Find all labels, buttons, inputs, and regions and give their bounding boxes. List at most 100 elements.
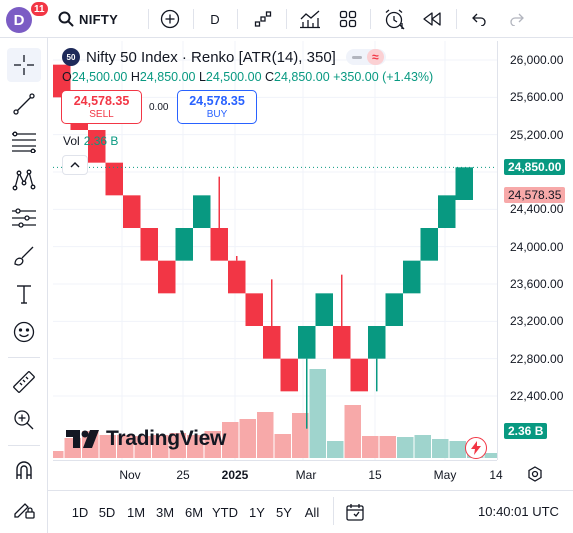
legend-status-pill[interactable]: ≈: [345, 49, 386, 65]
symbol-search-button[interactable]: NIFTY: [58, 5, 128, 33]
open-label: O: [62, 70, 72, 84]
range-button-5d[interactable]: 5D: [98, 504, 116, 520]
open-value: 24,500.00: [71, 70, 128, 84]
zoom-tool[interactable]: [7, 403, 41, 437]
range-button-6m[interactable]: 6M: [184, 504, 204, 520]
renko-brick: [140, 228, 158, 261]
range-button-3m[interactable]: 3M: [155, 504, 175, 520]
go-to-date-button[interactable]: [342, 499, 368, 525]
sell-button[interactable]: 24,578.35 SELL: [61, 90, 142, 124]
symbol-logo-text: 50: [66, 52, 76, 62]
time-tick: 14: [489, 468, 503, 482]
user-avatar[interactable]: D: [6, 7, 32, 33]
price-tick: 22,400.00: [510, 389, 564, 403]
sliders-icon: [12, 208, 36, 228]
lock-drawings-tool[interactable]: [7, 492, 41, 526]
gear-icon: [528, 466, 542, 482]
renko-brick: [403, 260, 421, 294]
compare-symbol-button[interactable]: [156, 5, 184, 33]
undo-icon: [472, 13, 486, 26]
renko-brick: [298, 326, 316, 359]
renko-brick: [210, 228, 228, 261]
chart-settings-button[interactable]: [520, 462, 550, 486]
renko-brick: [350, 358, 368, 392]
renko-brick: [263, 326, 281, 359]
volume-bar: [397, 437, 414, 458]
buy-button[interactable]: 24,578.35 BUY: [177, 90, 257, 124]
volume-legend[interactable]: Vol 2.36 B: [63, 134, 118, 148]
chevron-up-icon: [70, 162, 80, 168]
time-axis[interactable]: Nov 25 2025 Mar 15 May 14: [53, 460, 503, 486]
volume-bar: [344, 405, 361, 458]
chart-legend: 50 Nifty 50 Index · Renko [ATR(14), 350]…: [62, 47, 502, 67]
volume-bar: [449, 441, 466, 458]
replay-button[interactable]: [418, 5, 446, 33]
chart-type-button[interactable]: [250, 5, 276, 33]
time-tick: Nov: [119, 468, 141, 482]
time-tick: 2025: [221, 468, 249, 482]
trend-line-tool[interactable]: [7, 87, 41, 121]
magnet-tool[interactable]: [7, 453, 41, 487]
forecast-tool[interactable]: [7, 201, 41, 235]
bid-price-tag: 24,578.35: [504, 186, 566, 203]
drawing-toolbar: [0, 38, 48, 533]
price-tick: 26,000.00: [510, 53, 564, 67]
range-button-5y[interactable]: 5Y: [276, 504, 292, 520]
notification-count: 11: [34, 3, 45, 15]
range-button-ytd[interactable]: YTD: [212, 504, 238, 520]
fib-tool[interactable]: [7, 125, 41, 159]
volume-bar: [169, 433, 186, 458]
text-tool[interactable]: [7, 277, 41, 311]
grid-icon: [339, 10, 357, 28]
minus-icon: [351, 56, 362, 59]
flash-button[interactable]: [465, 437, 487, 459]
undo-button[interactable]: [466, 5, 492, 33]
toolbar-divider: [456, 9, 457, 29]
price-axis[interactable]: 26,000.00 25,600.00 25,200.00 24,400.00 24,0…: [497, 41, 573, 460]
chart-pane[interactable]: [53, 41, 497, 460]
interval-button[interactable]: D: [203, 5, 227, 33]
renko-chart: [53, 41, 497, 460]
alert-button[interactable]: [380, 5, 408, 33]
emoji-tool[interactable]: [7, 315, 41, 349]
crosshair-tool[interactable]: [7, 48, 41, 82]
range-button-all[interactable]: All: [304, 504, 320, 520]
buy-label: BUY: [206, 109, 228, 120]
collapse-legend-button[interactable]: [62, 155, 88, 175]
top-toolbar: D 11 NIFTY D: [0, 0, 573, 38]
measure-tool[interactable]: [7, 365, 41, 399]
volume-bar: [292, 413, 309, 458]
volume-bar: [257, 412, 274, 458]
redo-button[interactable]: [504, 5, 530, 33]
ruler-icon: [13, 371, 35, 393]
range-button-1d[interactable]: 1D: [71, 504, 89, 520]
horizontal-lines-icon: [12, 131, 36, 153]
brush-icon: [14, 246, 34, 266]
clock[interactable]: 10:40:01 UTC: [478, 504, 559, 519]
renko-brick: [245, 293, 263, 326]
layouts-button[interactable]: [334, 5, 362, 33]
volume-bar: [187, 435, 204, 458]
range-button-1y[interactable]: 1Y: [249, 504, 265, 520]
market-closed-icon: ≈: [366, 49, 384, 65]
calendar-icon: [346, 504, 364, 521]
range-button-1m[interactable]: 1M: [126, 504, 146, 520]
notification-badge: 11: [30, 1, 49, 17]
low-value: 24,500.00: [205, 70, 262, 84]
bottom-toolbar: 1D 5D 1M 3M 6M YTD 1Y 5Y All 10:40:01 UTC: [48, 490, 573, 533]
indicators-button[interactable]: [296, 5, 324, 33]
volume-bar: [484, 453, 497, 458]
pencil-lock-icon: [14, 503, 35, 519]
tradingview-watermark: TradingView: [66, 427, 226, 451]
toolbar-divider: [286, 9, 287, 29]
renko-brick: [315, 293, 333, 326]
toolbar-divider: [8, 445, 40, 446]
legend-title[interactable]: Nifty 50 Index · Renko [ATR(14), 350]: [86, 48, 336, 66]
alarm-clock-icon: [385, 9, 405, 30]
brush-tool[interactable]: [7, 239, 41, 273]
time-tick: 25: [176, 468, 190, 482]
volume-bar: [309, 369, 326, 458]
crosshair-icon: [14, 55, 34, 75]
pattern-tool[interactable]: [7, 163, 41, 197]
indicators-icon: [300, 10, 320, 29]
